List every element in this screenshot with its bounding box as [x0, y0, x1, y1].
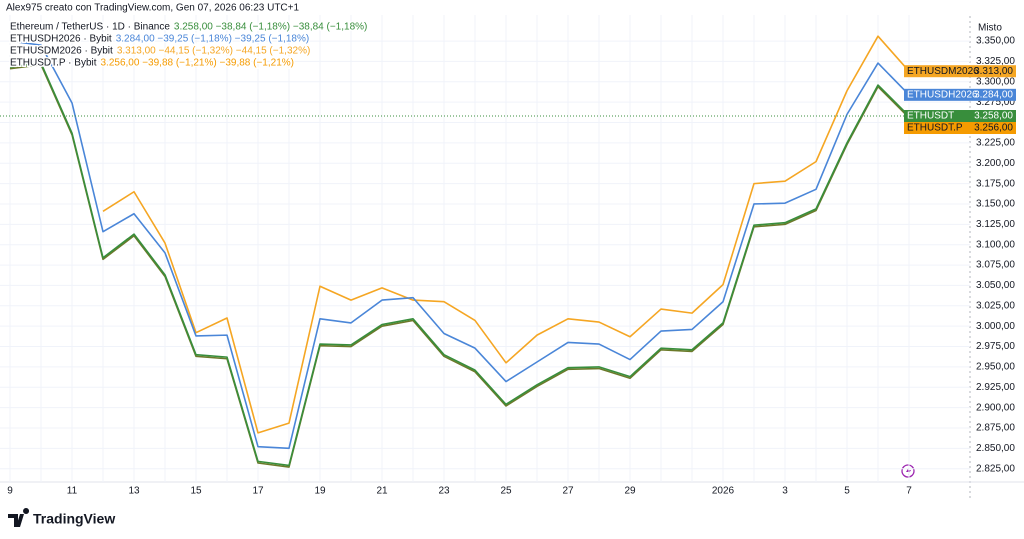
legend-entry: ETHUSDM2026 · Bybit 3.313,00 −44,15 (−1,3… [9, 44, 312, 58]
icon-circle [901, 464, 915, 478]
x-tick-label: 11 [67, 486, 78, 497]
y-tick-label: 3.325,00 [976, 56, 1015, 67]
y-tick-label: 2.850,00 [976, 443, 1015, 454]
legend-name: ETHUSDH2026 · Bybit [10, 34, 112, 45]
x-tick-label: 21 [376, 486, 388, 497]
y-tick-label: 3.050,00 [976, 280, 1015, 291]
x-tick-label: 5 [844, 486, 850, 497]
y-tick-label: 3.125,00 [976, 219, 1015, 230]
y-tick-label: 2.825,00 [976, 463, 1015, 474]
logo-text: TradingView [33, 511, 115, 527]
x-tick-label: 23 [438, 486, 450, 497]
price-tag-bg [904, 110, 1016, 123]
x-tick-label: 13 [128, 486, 140, 497]
legend-entry: Ethereum / TetherUS · 1D · Binance 3.258,… [9, 20, 369, 34]
price-tag-value: 3.284,00 [974, 89, 1013, 100]
price-tag-name: ETHUSDT.P [907, 123, 963, 134]
x-tick-label: 9 [7, 486, 13, 497]
price-tag-name: ETHUSDH2026 [907, 89, 978, 100]
x-tick-label: 15 [190, 486, 202, 497]
legend-name: Ethereum / TetherUS · 1D · Binance [10, 22, 170, 33]
y-tick-label: 3.275,00 [976, 97, 1015, 108]
legend-name: ETHUSDM2026 · Bybit [10, 46, 113, 57]
logo-icon [8, 508, 30, 527]
price-tag-value: 3.258,00 [974, 111, 1013, 122]
series-line [9, 40, 910, 450]
legend-entry: ETHUSDT.P · Bybit 3.256,00 −39,88 (−1,21%… [9, 56, 296, 70]
price-tag: ETHUSDT 3.258,00 [904, 110, 1016, 123]
y-tick-label: 3.075,00 [976, 260, 1015, 271]
y-tick-label: 3.175,00 [976, 178, 1015, 189]
series-line [9, 62, 910, 467]
price-tag-name: ETHUSDT [907, 111, 954, 122]
y-tick-label: 3.150,00 [976, 199, 1015, 210]
series-line [102, 35, 910, 434]
y-tick-label: 2.900,00 [976, 402, 1015, 413]
price-tag-name: ETHUSDM2026 [907, 66, 979, 77]
legend-name: ETHUSDT.P · Bybit [10, 58, 97, 69]
price-tag-bg [904, 122, 1016, 135]
legend-entry: ETHUSDH2026 · Bybit 3.284,00 −39,25 (−1,1… [9, 32, 311, 46]
x-tick-label: 17 [252, 486, 264, 497]
price-tag-value: 3.256,00 [974, 123, 1013, 134]
x-tick-label: 27 [562, 486, 574, 497]
y-tick-label: 3.100,00 [976, 239, 1015, 250]
y-tick-label: 2.875,00 [976, 423, 1015, 434]
header: Alex975 creato con TradingView.com, Gen … [6, 3, 299, 14]
legend-values: 3.284,00 −39,25 (−1,18%) −39,25 (−1,18%) [116, 34, 309, 45]
y-tick-label: 3.025,00 [976, 300, 1015, 311]
grid [0, 15, 970, 482]
scale-mode: Misto [978, 23, 1002, 34]
y-tick-label: 3.000,00 [976, 321, 1015, 332]
y-tick-label: 2.975,00 [976, 341, 1015, 352]
price-tag-bg [904, 88, 1016, 101]
x-tick-label: 29 [624, 486, 636, 497]
legend-values: 3.258,00 −38,84 (−1,18%) −38,84 (−1,18%) [174, 22, 367, 33]
y-tick-label: 3.350,00 [976, 36, 1015, 47]
price-tag: ETHUSDT.P 3.256,00 [904, 122, 1016, 135]
replay-icon [901, 464, 915, 478]
x-tick-label: 25 [500, 486, 512, 497]
y-tick-label: 3.225,00 [976, 138, 1015, 149]
price-tag-value: 3.313,00 [974, 66, 1013, 77]
x-tick-label: 7 [906, 486, 912, 497]
legend-values: 3.313,00 −44,15 (−1,32%) −44,15 (−1,32%) [117, 46, 310, 57]
price-tag-bg [904, 65, 1016, 78]
legend-values: 3.256,00 −39,88 (−1,21%) −39,88 (−1,21%) [101, 58, 294, 69]
y-tick-label: 3.300,00 [976, 76, 1015, 87]
y-tick-label: 3.200,00 [976, 158, 1015, 169]
x-tick-label: 19 [314, 486, 326, 497]
series-line [9, 63, 910, 468]
y-tick-label: 2.925,00 [976, 382, 1015, 393]
logo: TradingView [8, 508, 115, 527]
x-tick-label: 3 [782, 486, 788, 497]
y-tick-label: 2.950,00 [976, 362, 1015, 373]
x-tick-label: 2026 [712, 486, 735, 497]
